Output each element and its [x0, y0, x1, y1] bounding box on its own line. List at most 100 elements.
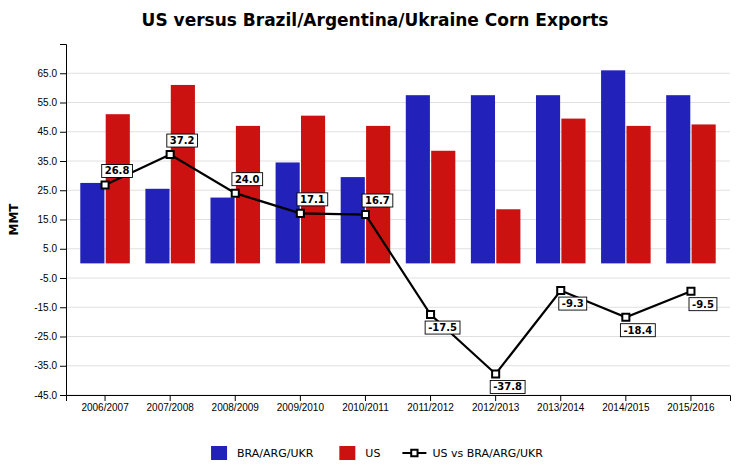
x-tick-mark [235, 395, 236, 401]
bar [471, 95, 495, 263]
y-tick: 15.0 [38, 214, 66, 225]
x-tick-label: 2010/2011 [342, 402, 389, 413]
y-tick: 35.0 [38, 156, 66, 167]
y-axis-line [60, 45, 67, 396]
data-label-text: -17.5 [428, 322, 457, 333]
markers [102, 151, 695, 377]
grid [66, 73, 730, 395]
y-axis-title: MMT [7, 203, 21, 236]
y-tick-label: 5.0 [43, 243, 57, 254]
data-label: -9.3 [559, 297, 587, 310]
data-label: 17.1 [297, 193, 328, 206]
data-label-box [232, 173, 263, 186]
bar [496, 209, 520, 263]
x-tick: 2009/2010 [277, 395, 325, 413]
data-label-box [559, 297, 587, 310]
y-axis: -45.0-35.0-25.0-15.0-5.05.015.025.035.04… [34, 45, 66, 401]
marker [232, 190, 239, 197]
bar [145, 189, 169, 264]
bar [431, 151, 455, 264]
data-label-box [102, 164, 133, 177]
x-tick-mark [105, 395, 106, 401]
data-label: -9.5 [689, 298, 717, 311]
data-label-box [362, 194, 393, 207]
x-tick-mark [365, 395, 366, 401]
y-tick: 45.0 [38, 126, 66, 137]
y-tick: -5.0 [40, 273, 66, 284]
y-tick-mark [60, 161, 66, 162]
x-tick: 2012/2013 [472, 395, 520, 413]
y-tick-label: 45.0 [38, 126, 58, 137]
data-label-text: 17.1 [300, 194, 325, 205]
x-tick-label: 2006/2007 [81, 402, 129, 413]
grid-line [66, 73, 730, 74]
y-tick-mark [60, 337, 66, 338]
x-tick-mark [560, 395, 561, 401]
x-tick-label: 2007/2008 [147, 402, 195, 413]
bar-series [106, 85, 716, 263]
title: US versus Brazil/Argentina/Ukraine Corn … [142, 10, 609, 30]
y-tick-mark [60, 190, 66, 191]
data-label-text: -9.5 [692, 299, 714, 310]
x-tick-label: 2008/2009 [212, 402, 260, 413]
y-tick: -45.0 [34, 390, 66, 401]
data-labels: 26.837.224.017.116.7-17.5-37.8-9.3-18.4-… [102, 134, 717, 393]
y-tick: 55.0 [38, 97, 66, 108]
x-tick: 2014/2015 [602, 395, 650, 413]
y-tick-label: 55.0 [38, 97, 58, 108]
bar [561, 119, 585, 264]
data-label-text: -9.3 [562, 298, 584, 309]
legend-item: US [339, 446, 380, 460]
y-tick: -15.0 [34, 302, 66, 313]
legend: BRA/ARG/UKRUSUS vs BRA/ARG/UKR [211, 446, 543, 460]
data-label: 26.8 [102, 164, 133, 177]
line [105, 155, 691, 374]
y-tick: -25.0 [34, 331, 66, 342]
y-tick-label: -15.0 [34, 302, 57, 313]
y-tick-label: -45.0 [34, 390, 57, 401]
marker [492, 370, 499, 377]
x-tick: 2007/2008 [147, 395, 195, 413]
data-label-box [167, 134, 198, 147]
y-tick-mark [60, 395, 66, 396]
y-tick: 65.0 [38, 68, 66, 79]
data-label: -37.8 [490, 380, 525, 393]
y-tick-mark [60, 249, 66, 250]
data-label-box [297, 193, 328, 206]
marker [687, 288, 694, 295]
data-label-text: 24.0 [235, 174, 260, 185]
x-tick-label: 2014/2015 [602, 402, 650, 413]
bar [666, 95, 690, 263]
marker [622, 314, 629, 321]
legend-marker [411, 450, 417, 456]
y-tick: 5.0 [43, 243, 66, 254]
data-label-text: -37.8 [493, 381, 522, 392]
x-tick: 2006/2007 [81, 395, 129, 413]
data-label-box [490, 380, 525, 393]
marker [167, 151, 174, 158]
y-tick-label: 15.0 [38, 214, 58, 225]
y-tick-mark [60, 307, 66, 308]
data-label: 24.0 [232, 173, 263, 186]
bar [80, 183, 104, 263]
x-tick-mark [170, 395, 171, 401]
plot-area [80, 70, 715, 377]
x-tick-label: 2012/2013 [472, 402, 520, 413]
data-label: -17.5 [425, 321, 460, 334]
x-tick-label: 2015/2016 [667, 402, 715, 413]
y-tick-mark [60, 132, 66, 133]
bar [536, 95, 560, 263]
x-tick: 2015/2016 [667, 395, 715, 413]
legend-swatch [211, 446, 227, 460]
legend-item: US vs BRA/ARG/UKR [402, 447, 543, 460]
grid-line [66, 307, 730, 308]
data-label: -18.4 [620, 324, 655, 337]
marker [362, 211, 369, 218]
data-label-box [689, 298, 717, 311]
data-label: 16.7 [362, 194, 393, 207]
bar [406, 95, 430, 263]
chart: -45.0-35.0-25.0-15.0-5.05.015.025.035.04… [0, 0, 750, 475]
x-tick-label: 2011/2012 [407, 402, 454, 413]
y-tick: 25.0 [38, 185, 66, 196]
marker [297, 210, 304, 217]
